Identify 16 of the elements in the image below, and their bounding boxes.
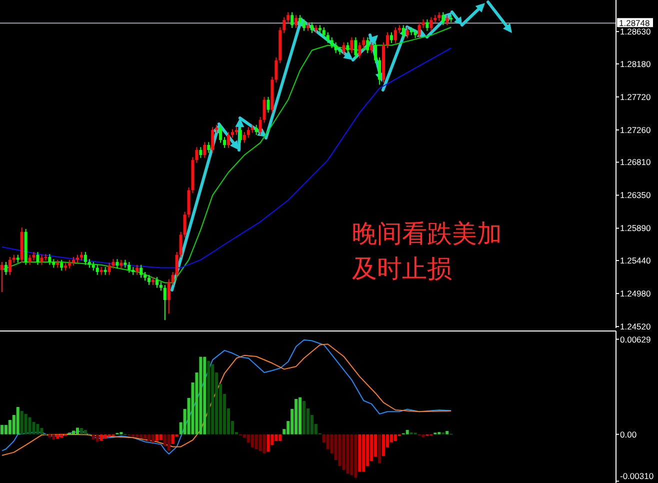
y-tick-label: -0.00310 (620, 471, 654, 481)
annotation: 晚间看跌美加 (352, 219, 502, 248)
y-tick-label: 1.27260 (620, 124, 651, 135)
y-tick-label: 1.24520 (620, 322, 651, 332)
y-tick-label: 0.00629 (620, 334, 651, 344)
y-tick-label: 1.28180 (620, 58, 651, 69)
y-tick-label: 1.24980 (620, 288, 651, 299)
y-tick-label: 0.00 (620, 429, 637, 440)
y-tick-label: 1.28630 (620, 26, 651, 37)
y-tick-label: 1.25440 (620, 256, 651, 266)
y-tick-label: 1.27720 (620, 92, 651, 102)
y-tick-label: 1.26810 (620, 157, 651, 168)
ref-line-label: 1.28748 (619, 18, 650, 28)
annotation: 及时止损 (352, 254, 452, 283)
y-tick-label: 1.25890 (620, 223, 651, 234)
y-tick-label: 1.26350 (620, 190, 651, 200)
